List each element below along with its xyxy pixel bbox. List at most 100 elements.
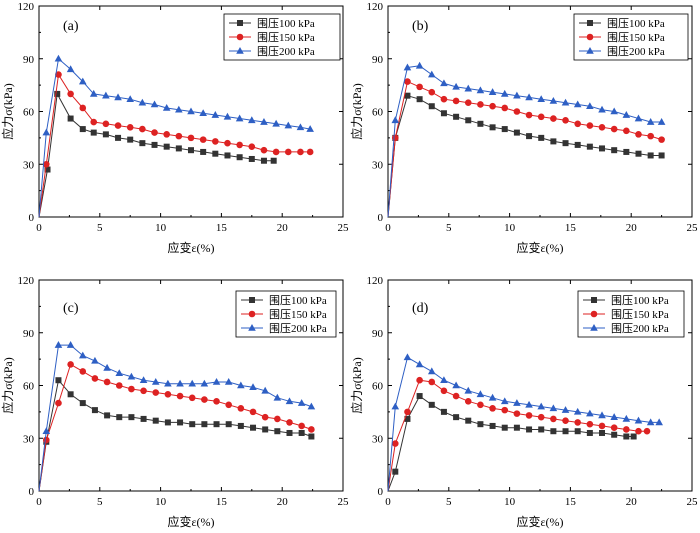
data-point: [440, 79, 448, 87]
data-point: [297, 148, 304, 156]
chart-panel-1: 0 5 10 15 20 25 0 30 60 90 120 应变ε(%) 应力σ(kPa) (a) 围压1…: [0, 1, 349, 255]
data-point: [635, 131, 642, 138]
legend-marker: [586, 47, 594, 54]
x-tick-label: 10: [155, 496, 167, 508]
data-point: [103, 378, 111, 386]
data-point: [115, 382, 123, 389]
data-point: [54, 341, 63, 348]
x-tick-label: 25: [687, 222, 699, 234]
data-point: [598, 422, 606, 430]
x-tick-label: 15: [216, 222, 228, 234]
data-point: [164, 390, 172, 398]
data-point: [102, 131, 109, 138]
data-point: [188, 147, 194, 154]
data-point: [188, 379, 197, 387]
data-point: [272, 148, 280, 156]
x-axis-label: 应变ε(%): [516, 514, 563, 529]
data-point: [103, 363, 111, 371]
legend-label: 围压200 kPa: [257, 45, 315, 58]
y-tick-label: 120: [18, 275, 35, 287]
data-point: [404, 78, 411, 85]
data-point: [526, 133, 533, 140]
data-point: [213, 421, 220, 428]
data-point: [658, 136, 665, 143]
data-point: [427, 70, 436, 78]
data-point: [284, 148, 292, 156]
data-point: [549, 404, 558, 412]
data-point: [622, 111, 631, 118]
data-point: [163, 143, 170, 150]
data-point: [261, 386, 269, 394]
data-point: [114, 93, 122, 101]
x-tick-label: 20: [277, 222, 289, 234]
panel-label: (b): [412, 19, 429, 34]
data-point: [151, 377, 160, 385]
data-point: [634, 114, 643, 122]
data-point: [201, 396, 208, 403]
data-point: [91, 375, 99, 382]
data-point: [477, 401, 484, 409]
data-point: [477, 421, 484, 428]
legend-marker: [587, 20, 593, 26]
data-point: [237, 381, 245, 389]
data-point: [152, 417, 159, 424]
data-point: [440, 376, 448, 384]
data-point: [272, 119, 280, 127]
data-point: [561, 406, 570, 413]
data-point: [440, 408, 447, 415]
data-point: [525, 93, 533, 101]
data-point: [42, 160, 50, 168]
legend-marker: [236, 47, 244, 54]
data-point: [237, 405, 245, 412]
x-tick-label: 15: [565, 222, 577, 234]
data-point: [286, 419, 293, 426]
data-point: [286, 429, 293, 436]
y-tick-label: 90: [372, 328, 384, 340]
data-point: [416, 393, 423, 400]
data-point: [126, 124, 134, 131]
data-point: [250, 424, 257, 431]
y-tick-label: 0: [378, 486, 384, 498]
data-point: [562, 140, 569, 147]
x-tick-label: 5: [97, 222, 103, 234]
x-tick-label: 20: [626, 496, 638, 508]
data-point: [611, 147, 618, 154]
x-tick-label: 20: [626, 222, 638, 234]
data-point: [274, 415, 281, 423]
chart-panel-3: 0 5 10 15 20 25 0 30 60 90 120 应变ε(%) 应力σ(kPa) (c) 围压1…: [0, 275, 349, 529]
legend-marker: [236, 33, 244, 41]
data-point: [306, 148, 314, 156]
data-point: [44, 166, 51, 173]
y-tick-label: 0: [29, 212, 35, 224]
data-point: [623, 148, 630, 155]
data-point: [623, 426, 630, 433]
data-point: [586, 102, 594, 110]
data-point: [598, 411, 606, 419]
data-point: [67, 361, 74, 368]
series-line: [38, 57, 311, 218]
data-point: [90, 118, 98, 126]
data-point: [66, 65, 75, 73]
data-point: [114, 122, 122, 129]
data-point: [236, 141, 243, 149]
series-1: [387, 92, 665, 218]
data-point: [177, 419, 184, 426]
data-point: [500, 397, 509, 405]
data-point: [513, 399, 521, 406]
data-point: [658, 152, 665, 159]
data-point: [248, 155, 255, 162]
legend-label: 围压150 kPa: [611, 308, 669, 321]
y-tick-label: 90: [23, 54, 35, 66]
data-point: [416, 96, 423, 103]
data-point: [79, 104, 87, 112]
data-point: [453, 414, 460, 421]
data-point: [91, 356, 99, 364]
data-point: [175, 105, 183, 113]
data-point: [308, 433, 315, 440]
y-axis-label: 应力σ(kPa): [0, 357, 15, 413]
data-point: [598, 105, 606, 113]
data-point: [224, 377, 233, 385]
series-1: [38, 377, 315, 492]
